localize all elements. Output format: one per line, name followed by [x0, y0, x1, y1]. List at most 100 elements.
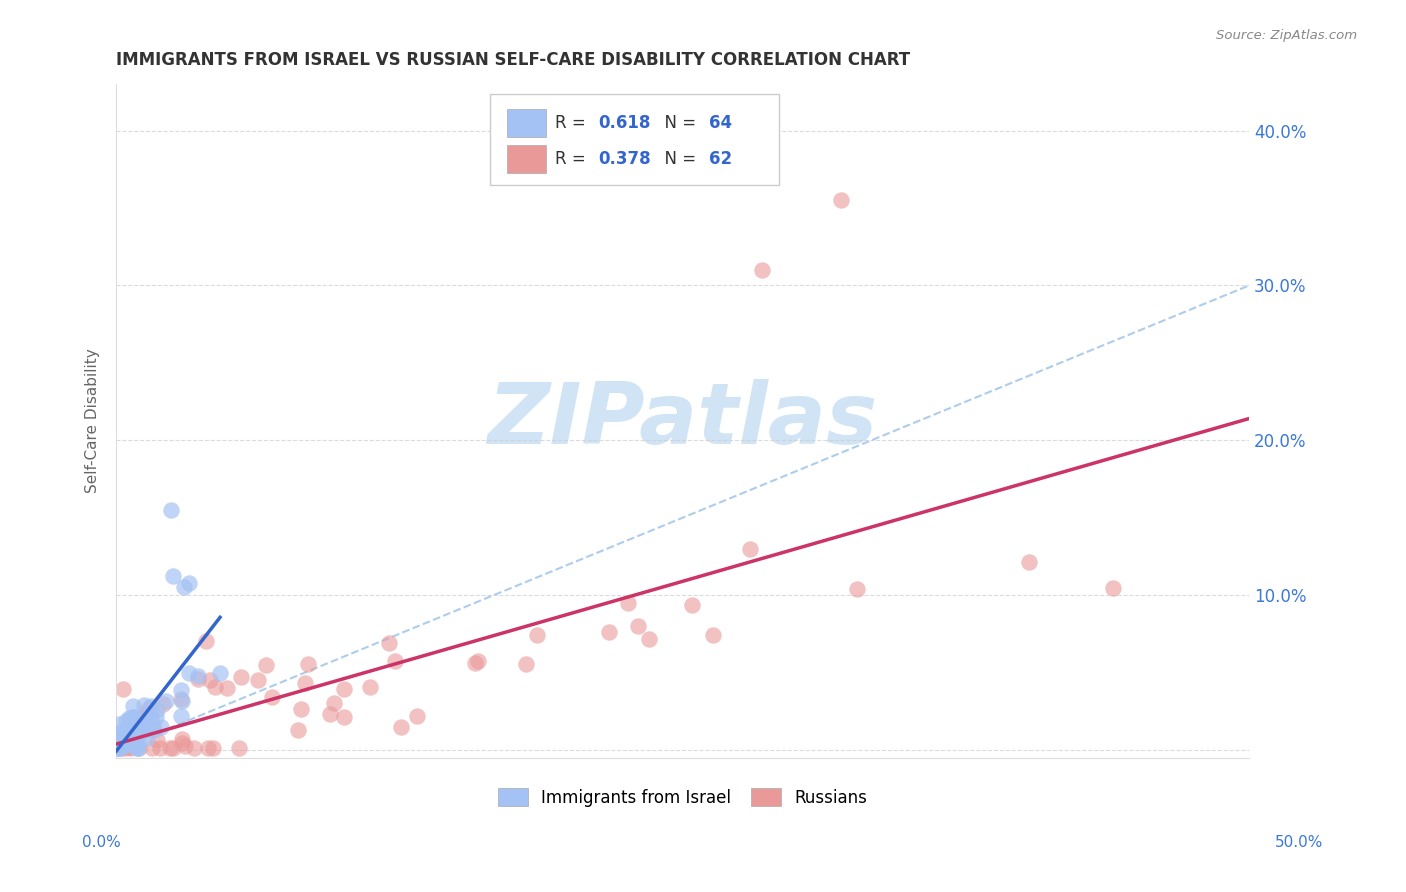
Point [638, 632, 661, 647]
Point [172, 731, 194, 746]
Point [526, 628, 548, 642]
Text: Source: ZipAtlas.com: Source: ZipAtlas.com [1216, 29, 1357, 42]
Point [187, 672, 209, 686]
Point [287, 723, 309, 737]
Point [231, 670, 253, 684]
Point [377, 636, 399, 650]
Point [172, 736, 194, 750]
Point [143, 723, 166, 737]
Point [128, 731, 150, 745]
Point [139, 709, 162, 723]
Point [128, 741, 150, 756]
Point [830, 193, 852, 207]
Point [120, 726, 142, 740]
Point [751, 263, 773, 277]
Point [134, 722, 156, 736]
Text: N =: N = [654, 114, 702, 132]
Point [122, 738, 145, 752]
Point [202, 741, 225, 756]
Text: 0.618: 0.618 [598, 114, 650, 132]
Point [1018, 555, 1040, 569]
Point [141, 698, 163, 713]
Point [111, 682, 134, 697]
Text: 0.0%: 0.0% [82, 836, 121, 850]
Point [174, 739, 197, 754]
Text: 50.0%: 50.0% [1275, 836, 1323, 850]
Point [120, 732, 142, 747]
Point [114, 734, 136, 748]
Point [118, 736, 141, 750]
Point [129, 717, 152, 731]
Point [515, 657, 537, 672]
Point [141, 741, 163, 756]
Point [228, 741, 250, 756]
Text: R =: R = [555, 114, 591, 132]
Point [155, 694, 177, 708]
Point [114, 741, 136, 756]
Point [204, 681, 226, 695]
Point [111, 739, 134, 753]
Point [170, 692, 193, 706]
Point [170, 709, 193, 723]
Point [247, 673, 270, 687]
Point [333, 710, 356, 724]
Point [323, 697, 346, 711]
FancyBboxPatch shape [508, 145, 546, 173]
Text: 64: 64 [709, 114, 733, 132]
Point [467, 654, 489, 668]
Point [170, 694, 193, 708]
Point [384, 654, 406, 668]
Point [127, 741, 149, 756]
Point [138, 713, 160, 727]
Point [187, 669, 209, 683]
Point [135, 720, 157, 734]
Point [173, 580, 195, 594]
Point [107, 741, 129, 756]
Point [138, 701, 160, 715]
Point [118, 723, 141, 738]
Point [107, 717, 129, 731]
Point [135, 706, 157, 721]
Point [108, 724, 131, 739]
Point [152, 697, 174, 711]
Point [136, 731, 159, 746]
Point [131, 710, 153, 724]
Point [170, 682, 193, 697]
Point [254, 657, 277, 672]
Text: R =: R = [555, 150, 591, 168]
Point [162, 569, 184, 583]
Point [681, 598, 703, 612]
Point [107, 740, 129, 755]
FancyBboxPatch shape [491, 95, 779, 186]
Point [120, 741, 142, 756]
Point [125, 719, 148, 733]
Point [845, 582, 868, 596]
Point [107, 741, 129, 756]
Point [159, 503, 181, 517]
Legend: Immigrants from Israel, Russians: Immigrants from Israel, Russians [491, 781, 875, 814]
Point [149, 741, 172, 756]
Point [107, 734, 129, 748]
Point [200, 673, 222, 688]
Point [107, 741, 129, 756]
Point [406, 709, 429, 723]
Point [1102, 581, 1125, 595]
Text: IMMIGRANTS FROM ISRAEL VS RUSSIAN SELF-CARE DISABILITY CORRELATION CHART: IMMIGRANTS FROM ISRAEL VS RUSSIAN SELF-C… [117, 51, 911, 69]
Point [617, 596, 640, 610]
Point [118, 733, 141, 747]
Point [598, 624, 620, 639]
Point [146, 703, 169, 717]
Point [124, 710, 146, 724]
Text: 62: 62 [709, 150, 733, 168]
Point [197, 741, 219, 756]
Point [464, 656, 486, 670]
Point [294, 676, 316, 690]
Point [121, 699, 143, 714]
Point [112, 737, 135, 751]
Point [290, 702, 312, 716]
Point [114, 714, 136, 729]
Point [125, 739, 148, 754]
Point [121, 709, 143, 723]
Point [297, 657, 319, 671]
Point [359, 681, 381, 695]
